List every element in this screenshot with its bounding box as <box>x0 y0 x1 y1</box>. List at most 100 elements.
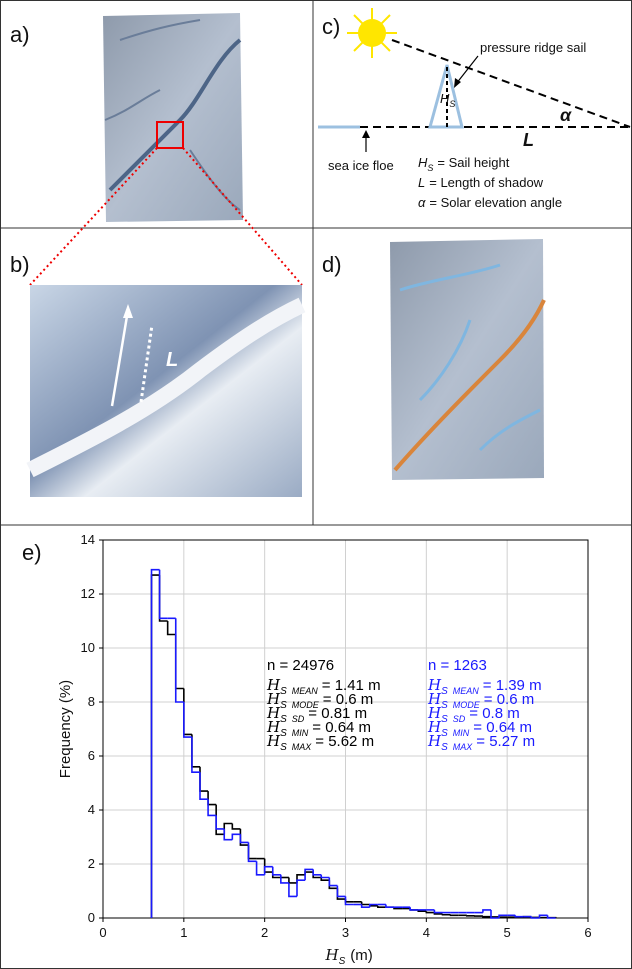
histogram-step <box>385 904 394 908</box>
histogram-step <box>288 882 297 898</box>
key-entry: α = Solar elevation angle <box>418 195 562 210</box>
callout: pressure ridge sail <box>480 40 586 55</box>
axes-frame <box>102 539 589 919</box>
histogram-step <box>441 913 451 916</box>
stat-line: HS MODE = 0.6 m <box>266 690 373 711</box>
stat-value: = 5.27 m <box>476 733 535 750</box>
histogram-step <box>166 621 176 636</box>
histogram-step <box>498 914 508 918</box>
subscript: MEAN <box>292 686 319 696</box>
callout-arrow <box>455 55 479 85</box>
subscript: SD <box>292 714 305 724</box>
symbol: H <box>427 704 442 722</box>
histogram-step <box>158 569 168 620</box>
symbol: H <box>427 732 442 750</box>
stat-line: HS MEAN = 1.39 m <box>427 676 542 697</box>
subscript: S <box>441 742 448 753</box>
subscript: S <box>339 956 346 967</box>
histogram-step <box>280 874 289 884</box>
x-tick-label: 1 <box>180 925 187 940</box>
panel-label: b) <box>10 252 30 277</box>
histogram-step <box>199 772 209 800</box>
histogram-step <box>239 834 249 844</box>
symbol: H <box>266 676 281 694</box>
panel-label: e) <box>22 540 42 565</box>
histogram-step <box>538 914 548 918</box>
zoom-line <box>29 147 158 286</box>
histogram-step <box>150 568 160 918</box>
x-tick-label: 0 <box>99 925 106 940</box>
histogram-step <box>271 866 281 876</box>
histogram-step <box>215 804 225 836</box>
symbol: H <box>427 690 442 708</box>
unit: (m) <box>350 947 373 964</box>
symbol: L <box>418 175 425 190</box>
subscript: S <box>280 700 287 711</box>
histogram-step <box>328 877 338 887</box>
histogram-step <box>465 915 475 917</box>
histogram-step <box>263 865 273 875</box>
y-tick-label: 4 <box>88 802 95 817</box>
stat-value: = 1.39 m <box>483 677 542 694</box>
length-symbol: L <box>523 130 534 150</box>
subscript: SD <box>453 714 466 724</box>
symbol: H <box>266 690 281 708</box>
zoom-box <box>156 121 184 149</box>
satellite-image <box>103 13 243 222</box>
stat-value: = 0.6 m <box>484 691 534 708</box>
panel-label: d) <box>322 252 342 277</box>
histogram-step <box>433 909 443 914</box>
stat-value: = 5.62 m <box>315 733 374 750</box>
key-entry: HS = Sail height <box>418 155 510 173</box>
histogram-step <box>409 907 419 911</box>
histogram-step <box>215 815 225 830</box>
histogram-step <box>231 823 241 830</box>
subscript: S <box>280 686 287 697</box>
histogram-step <box>255 861 265 876</box>
histogram-step <box>530 916 540 919</box>
x-axis-label: HS (m) <box>325 946 373 967</box>
y-tick-label: 6 <box>88 748 95 763</box>
y-tick-label: 12 <box>81 586 95 601</box>
symbol: H <box>266 732 281 750</box>
subscript: S <box>280 728 287 739</box>
stat-line: HS SD = 0.8 m <box>427 704 520 725</box>
lead <box>108 38 242 192</box>
histogram-step <box>490 909 500 919</box>
subscript: S <box>427 163 433 173</box>
symbol: H <box>440 91 450 106</box>
histogram-step <box>312 869 322 876</box>
sun <box>358 19 386 47</box>
histogram-step <box>546 915 556 919</box>
zoom-line <box>182 147 303 286</box>
histogram-step <box>336 885 346 898</box>
key-text: = Sail height <box>437 155 509 170</box>
symbol: H <box>418 155 428 170</box>
stat-line: HS MAX = 5.62 m <box>266 732 374 753</box>
y-tick-label: 0 <box>88 910 95 925</box>
sample-size: n = 1263 <box>428 657 487 674</box>
subscript: MODE <box>292 700 320 710</box>
subscript: S <box>441 700 448 711</box>
x-tick-label: 4 <box>423 925 430 940</box>
subscript: S <box>441 686 448 697</box>
symbol: α <box>418 195 426 210</box>
symbol: H <box>325 946 340 964</box>
subscript: MODE <box>453 700 481 710</box>
histogram-step <box>231 833 241 840</box>
histogram-step <box>514 915 524 918</box>
stat-value: = 0.8 m <box>469 705 519 722</box>
histogram-step <box>449 914 459 917</box>
histogram-step <box>174 618 184 703</box>
angle-symbol: α <box>560 105 572 125</box>
symbol: H <box>266 704 281 722</box>
sun-ray <box>391 39 631 128</box>
symbol: H <box>266 718 281 736</box>
subscript: MAX <box>292 742 313 752</box>
stat-value: = 0.81 m <box>308 705 367 722</box>
x-tick-label: 5 <box>504 925 511 940</box>
histogram-step <box>482 915 491 918</box>
panel-label: c) <box>322 14 340 39</box>
